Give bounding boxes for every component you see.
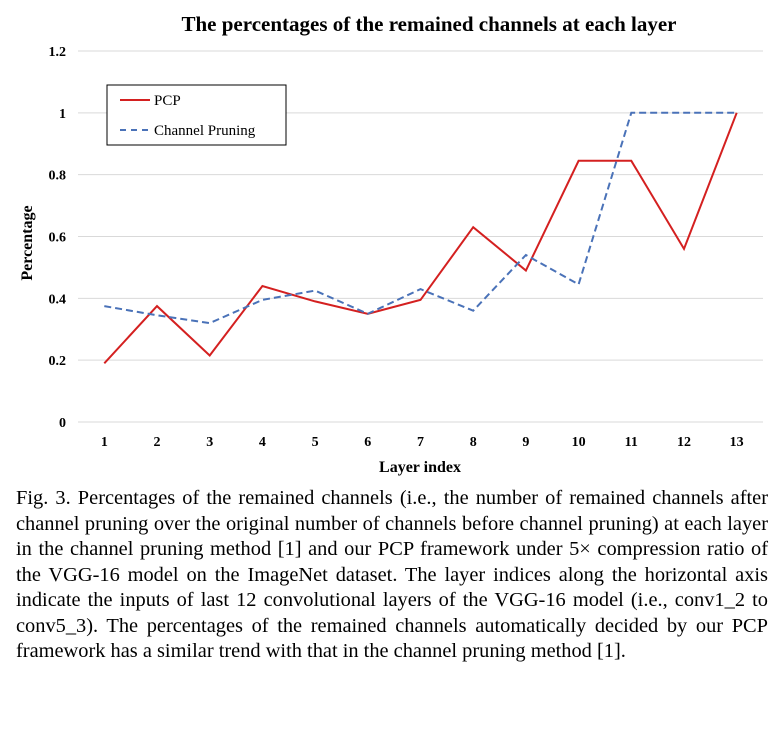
x-axis-label: Layer index xyxy=(379,459,461,476)
y-tick-label: 0.2 xyxy=(49,354,67,369)
x-tick-label: 3 xyxy=(206,435,213,450)
x-tick-label: 13 xyxy=(730,435,744,450)
x-tick-label: 10 xyxy=(572,435,586,450)
x-tick-label: 11 xyxy=(625,435,638,450)
legend-label-channel-pruning: Channel Pruning xyxy=(154,123,256,139)
y-tick-label: 0.6 xyxy=(49,231,67,246)
y-tick-label: 0.8 xyxy=(49,169,67,184)
figure-caption: Fig. 3. Percentages of the remained chan… xyxy=(16,487,768,662)
x-tick-label: 2 xyxy=(154,435,161,450)
data-series xyxy=(103,111,738,364)
x-axis-ticks: 1 2 3 4 5 6 7 8 9 10 11 12 13 xyxy=(101,435,744,450)
legend: PCP Channel Pruning xyxy=(106,84,287,146)
y-tick-label: 0.4 xyxy=(49,292,67,307)
y-axis-label: Percentage xyxy=(19,205,36,280)
legend-box xyxy=(106,84,287,146)
chart-title: The percentages of the remained channels… xyxy=(182,12,677,36)
series-line-channel-pruning xyxy=(104,111,737,325)
y-tick-label: 0 xyxy=(59,416,66,431)
x-tick-label: 9 xyxy=(522,435,529,450)
series-line-pcp xyxy=(103,112,738,364)
line-chart: The percentages of the remained channels… xyxy=(19,12,763,476)
y-tick-label: 1.2 xyxy=(49,45,67,60)
x-tick-label: 12 xyxy=(677,435,691,450)
x-tick-label: 6 xyxy=(364,435,371,450)
x-tick-label: 5 xyxy=(312,435,319,450)
legend-label-pcp: PCP xyxy=(154,93,181,109)
x-tick-label: 8 xyxy=(470,435,477,450)
x-tick-label: 4 xyxy=(259,435,266,450)
y-axis-ticks: 0 0.2 0.4 0.6 0.8 1 1.2 xyxy=(49,45,67,431)
x-tick-label: 7 xyxy=(417,435,424,450)
x-tick-label: 1 xyxy=(101,435,108,450)
y-tick-label: 1 xyxy=(59,107,66,122)
